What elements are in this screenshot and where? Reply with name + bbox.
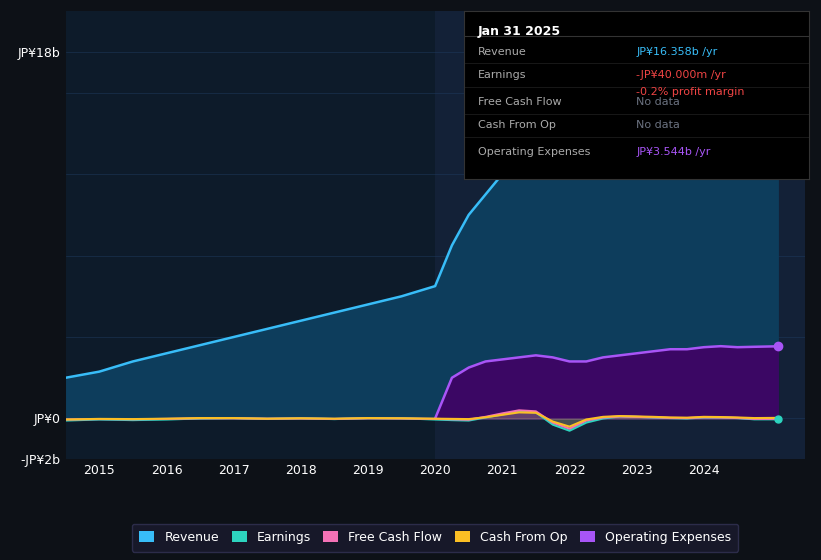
Text: Cash From Op: Cash From Op (478, 120, 556, 130)
Text: No data: No data (636, 120, 680, 130)
Text: No data: No data (636, 97, 680, 107)
Text: JP¥3.544b /yr: JP¥3.544b /yr (636, 147, 711, 157)
Text: Free Cash Flow: Free Cash Flow (478, 97, 562, 107)
Text: -JP¥40.000m /yr: -JP¥40.000m /yr (636, 70, 726, 80)
Text: JP¥16.358b /yr: JP¥16.358b /yr (636, 46, 718, 57)
Text: -0.2% profit margin: -0.2% profit margin (636, 87, 745, 97)
Text: Operating Expenses: Operating Expenses (478, 147, 590, 157)
Text: Revenue: Revenue (478, 46, 526, 57)
Bar (435, 11, 805, 459)
Legend: Revenue, Earnings, Free Cash Flow, Cash From Op, Operating Expenses: Revenue, Earnings, Free Cash Flow, Cash … (132, 524, 738, 552)
Text: Earnings: Earnings (478, 70, 526, 80)
Text: Jan 31 2025: Jan 31 2025 (478, 25, 561, 38)
